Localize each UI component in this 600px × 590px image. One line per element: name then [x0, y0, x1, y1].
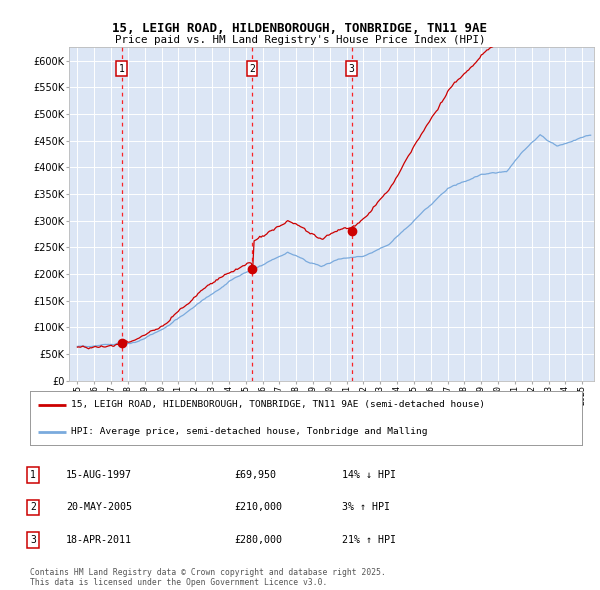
Text: 2: 2	[30, 503, 36, 512]
Text: 3: 3	[30, 535, 36, 545]
Text: 18-APR-2011: 18-APR-2011	[66, 535, 132, 545]
Text: 15-AUG-1997: 15-AUG-1997	[66, 470, 132, 480]
Text: 21% ↑ HPI: 21% ↑ HPI	[342, 535, 396, 545]
Text: 20-MAY-2005: 20-MAY-2005	[66, 503, 132, 512]
Text: 1: 1	[30, 470, 36, 480]
Text: Contains HM Land Registry data © Crown copyright and database right 2025.
This d: Contains HM Land Registry data © Crown c…	[30, 568, 386, 587]
Text: £210,000: £210,000	[234, 503, 282, 512]
Text: £280,000: £280,000	[234, 535, 282, 545]
Text: 15, LEIGH ROAD, HILDENBOROUGH, TONBRIDGE, TN11 9AE (semi-detached house): 15, LEIGH ROAD, HILDENBOROUGH, TONBRIDGE…	[71, 400, 485, 409]
Text: 3: 3	[349, 64, 355, 74]
Text: HPI: Average price, semi-detached house, Tonbridge and Malling: HPI: Average price, semi-detached house,…	[71, 427, 428, 437]
Text: 2: 2	[249, 64, 255, 74]
Text: 3% ↑ HPI: 3% ↑ HPI	[342, 503, 390, 512]
Text: 15, LEIGH ROAD, HILDENBOROUGH, TONBRIDGE, TN11 9AE: 15, LEIGH ROAD, HILDENBOROUGH, TONBRIDGE…	[113, 22, 487, 35]
Text: £69,950: £69,950	[234, 470, 276, 480]
Text: Price paid vs. HM Land Registry's House Price Index (HPI): Price paid vs. HM Land Registry's House …	[115, 35, 485, 45]
Text: 1: 1	[119, 64, 124, 74]
Text: 14% ↓ HPI: 14% ↓ HPI	[342, 470, 396, 480]
